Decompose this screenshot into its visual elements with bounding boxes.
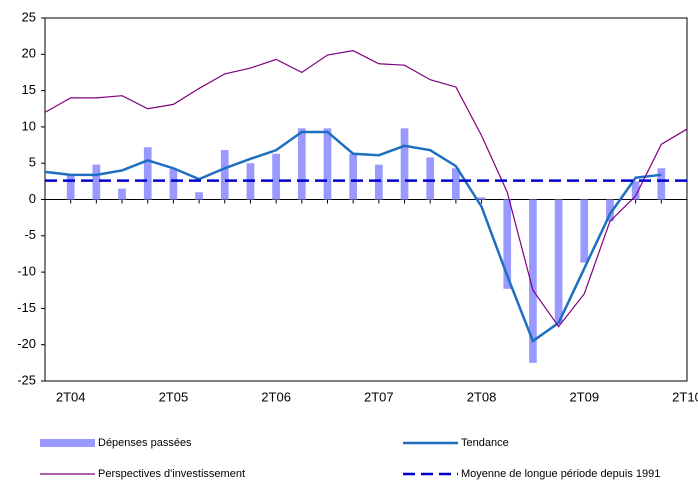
y-tick-label: 0	[29, 191, 36, 206]
bar	[554, 199, 563, 323]
bar	[323, 128, 332, 200]
x-tick-label: 2T06	[261, 389, 291, 404]
bar	[606, 199, 614, 222]
bar	[580, 199, 589, 263]
y-tick-label: 10	[22, 118, 36, 133]
bar	[477, 197, 486, 200]
x-tick-label: 2T05	[159, 389, 189, 404]
x-tick-label: 2T09	[569, 389, 599, 404]
bar	[272, 153, 280, 200]
bar	[297, 128, 306, 200]
legend-label: Perspectives d'investissement	[98, 468, 245, 480]
bar	[220, 150, 229, 200]
y-tick-label: -15	[17, 300, 36, 315]
bar	[66, 175, 75, 200]
legend-label: Dépenses passées	[98, 437, 192, 449]
bar	[143, 147, 152, 200]
line	[44, 50, 688, 328]
bar	[503, 199, 512, 289]
y-tick-label: -5	[24, 227, 36, 242]
y-tick-label: 5	[29, 155, 36, 170]
bar	[169, 169, 178, 200]
bar	[374, 164, 383, 200]
bar	[529, 199, 537, 363]
bar	[631, 181, 640, 200]
bar	[452, 168, 460, 200]
line	[44, 130, 662, 344]
bar	[400, 128, 409, 200]
y-tick-label: 20	[22, 46, 36, 61]
y-tick-label: -10	[17, 264, 36, 279]
x-tick-label: 2T07	[364, 389, 394, 404]
bar	[349, 153, 358, 200]
y-tick-label: -25	[17, 372, 36, 387]
y-tick-label: 15	[22, 82, 36, 97]
x-tick-label: 2T08	[467, 389, 497, 404]
legend-swatch	[40, 439, 95, 447]
bar	[118, 188, 126, 200]
x-tick-label: 2T04	[56, 389, 86, 404]
y-tick-label: 25	[22, 9, 36, 24]
bar	[657, 168, 666, 200]
bar	[426, 157, 435, 200]
bar	[195, 192, 203, 200]
x-tick-label: 2T10	[672, 389, 698, 404]
bar	[92, 164, 101, 200]
y-tick-label: -20	[17, 336, 36, 351]
legend-label: Moyenne de longue période depuis 1991	[461, 468, 660, 480]
legend-label: Tendance	[461, 437, 509, 449]
